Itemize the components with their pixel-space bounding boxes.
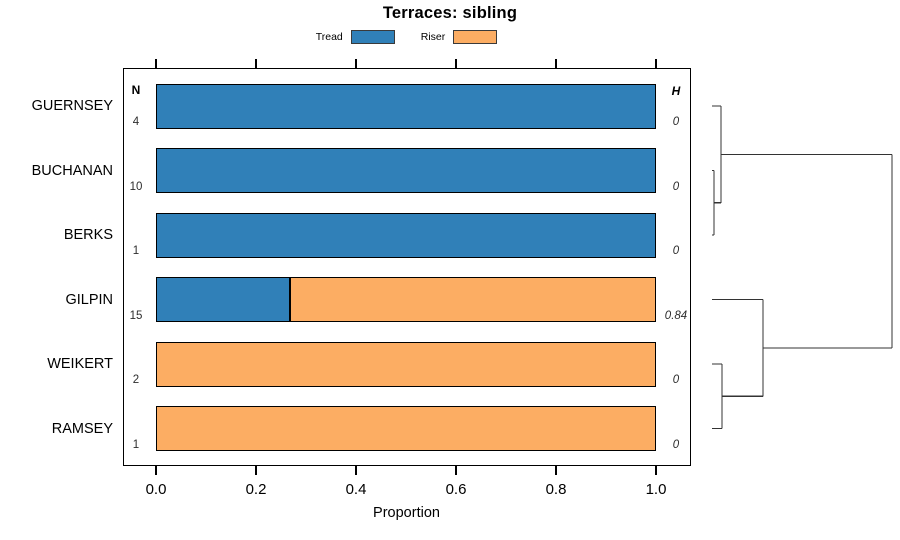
x-axis-tick-bottom <box>255 466 257 475</box>
h-value: 0 <box>672 374 680 386</box>
x-axis-tick-top <box>655 59 657 68</box>
n-value: 4 <box>132 116 140 128</box>
x-axis-label: Proportion <box>373 505 440 521</box>
bar-segment-tread <box>156 83 656 129</box>
h-column-header: H <box>671 84 681 98</box>
bar-segment-tread <box>156 277 290 322</box>
category-label-weikert: WEIKERT <box>47 356 113 372</box>
x-axis-tick-label: 0.2 <box>245 481 267 498</box>
x-axis-tick-label: 1.0 <box>645 481 667 498</box>
bar-segment-tread <box>156 148 656 193</box>
category-label-guernsey: GUERNSEY <box>31 98 113 114</box>
bar-segment-tread <box>156 212 656 258</box>
x-axis-tick-bottom <box>455 466 457 475</box>
x-axis-tick-label: 0.6 <box>445 481 467 498</box>
n-column-header: N <box>131 83 141 97</box>
category-label-gilpin: GILPIN <box>65 291 113 308</box>
tread-color-swatch <box>350 30 395 44</box>
h-value: 0.84 <box>664 309 688 322</box>
bar-segment-riser <box>156 341 656 387</box>
bar-segment-riser <box>156 406 656 451</box>
x-axis-tick-top <box>155 59 157 68</box>
x-axis-tick-bottom <box>555 466 557 475</box>
h-value: 0 <box>672 180 680 193</box>
x-axis-tick-top <box>455 59 457 68</box>
x-axis-tick-top <box>555 59 557 68</box>
x-axis-tick-bottom <box>355 466 357 475</box>
n-value: 1 <box>132 245 140 257</box>
h-value: 0 <box>672 116 680 128</box>
x-axis-tick-top <box>355 59 357 68</box>
legend-item-tread: Tread <box>316 30 395 44</box>
legend: Tread Riser <box>123 28 690 46</box>
category-label-berks: BERKS <box>63 227 113 243</box>
chart-title: Terraces: sibling <box>382 4 518 22</box>
bar-segment-riser <box>289 277 656 322</box>
x-axis-tick-bottom <box>655 466 657 475</box>
x-axis-tick-top <box>255 59 257 68</box>
legend-label-tread: Tread <box>315 31 343 43</box>
h-value: 0 <box>672 245 680 257</box>
legend-label-riser: Riser <box>420 31 446 43</box>
x-axis-tick-bottom <box>155 466 157 475</box>
x-axis-tick-label: 0.4 <box>345 481 367 498</box>
x-axis-tick-label: 0.0 <box>145 481 167 498</box>
legend-item-riser: Riser <box>421 30 498 44</box>
n-value: 2 <box>132 374 140 386</box>
plot-area <box>123 68 691 466</box>
category-label-ramsey: RAMSEY <box>51 420 113 437</box>
h-value: 0 <box>672 438 680 451</box>
n-value: 10 <box>129 180 143 193</box>
category-label-buchanan: BUCHANAN <box>31 162 113 179</box>
n-value: 15 <box>129 309 143 322</box>
x-axis-tick-label: 0.8 <box>545 481 567 498</box>
riser-color-swatch <box>453 30 498 44</box>
n-value: 1 <box>132 438 140 451</box>
